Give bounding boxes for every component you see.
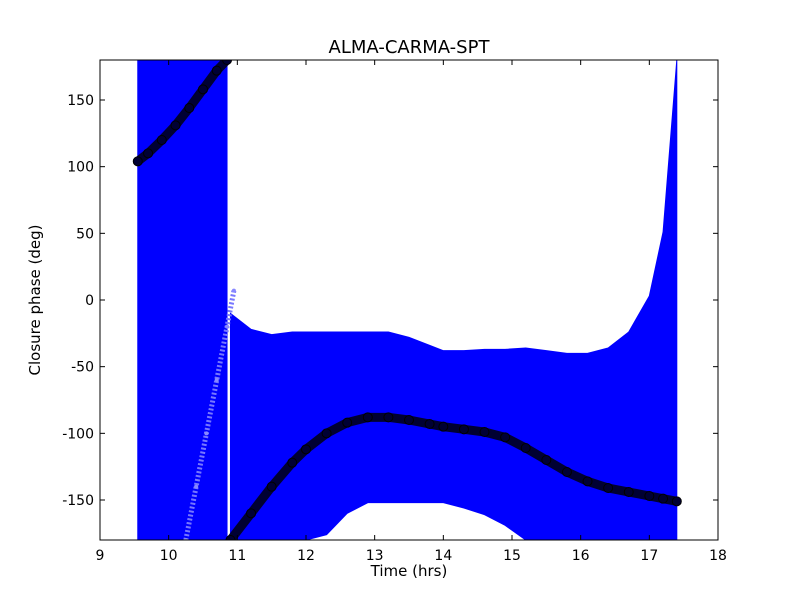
- data-point-main: [561, 467, 572, 477]
- data-point-early: [132, 156, 143, 167]
- data-point-main: [266, 481, 277, 492]
- x-tick-label: 13: [366, 548, 384, 564]
- data-point-main: [342, 417, 353, 428]
- data-point-main: [500, 432, 511, 443]
- data-point-light-trace: [194, 484, 199, 489]
- series-line-light-trace: [183, 290, 237, 540]
- x-tick-label: 11: [228, 548, 246, 564]
- errorband-early: [137, 60, 228, 540]
- data-point-main: [362, 412, 373, 423]
- data-point-main: [541, 455, 552, 465]
- data-point-early: [198, 84, 208, 95]
- data-point-main: [301, 444, 311, 455]
- data-point-early: [184, 103, 195, 113]
- data-point-early: [211, 65, 222, 76]
- data-point-light-trace: [204, 431, 209, 436]
- y-tick-label: 0: [85, 293, 94, 309]
- data-point-main: [520, 443, 531, 453]
- data-point-main: [458, 424, 469, 435]
- x-tick-label: 16: [572, 548, 590, 564]
- y-tick-label: -50: [71, 360, 94, 376]
- data-point-main: [644, 491, 655, 501]
- data-point-light-trace: [231, 288, 236, 293]
- x-tick-label: 10: [160, 548, 178, 564]
- data-point-early: [222, 60, 233, 65]
- data-point-main: [404, 415, 414, 425]
- chart-title: ALMA-CARMA-SPT: [329, 37, 491, 58]
- data-point-main: [246, 508, 257, 519]
- data-point-light-trace: [225, 324, 230, 329]
- plot-area: [132, 60, 682, 540]
- data-point-main: [321, 428, 332, 439]
- y-axis-label: Closure phase (deg): [26, 225, 44, 376]
- x-tick-label: 12: [297, 548, 315, 564]
- data-point-main: [603, 483, 614, 493]
- plot-clipped-group: [132, 60, 682, 540]
- data-point-main: [424, 419, 435, 429]
- data-point-main: [671, 496, 682, 507]
- data-point-early: [170, 120, 181, 131]
- x-tick-label: 18: [709, 548, 727, 564]
- data-point-main: [623, 487, 634, 497]
- x-tick-label: 17: [640, 548, 658, 564]
- x-tick-label: 14: [434, 548, 452, 564]
- y-tick-label: 50: [76, 226, 94, 242]
- data-point-main: [479, 427, 490, 437]
- data-point-main: [438, 421, 449, 432]
- x-tick-label: 15: [503, 548, 521, 564]
- y-tick-label: -150: [62, 493, 94, 509]
- data-point-main: [287, 457, 298, 468]
- x-axis-label: Time (hrs): [370, 562, 448, 580]
- errorband-main: [229, 60, 678, 540]
- data-point-early: [156, 135, 167, 145]
- data-point-main: [582, 476, 593, 487]
- y-tick-label: -100: [62, 426, 94, 442]
- data-point-early: [143, 148, 154, 159]
- data-point-light-trace: [214, 378, 219, 382]
- data-point-main: [658, 493, 669, 504]
- x-tick-label: 9: [96, 548, 105, 564]
- data-point-main: [383, 412, 394, 423]
- y-tick-label: 100: [67, 160, 94, 176]
- axes: 9 10 11 12 13 14 15 16 17 18 -150 -100 -50 0 50 100 150: [62, 59, 727, 564]
- data-point-main: [225, 535, 236, 540]
- y-tick-label: 150: [67, 93, 94, 109]
